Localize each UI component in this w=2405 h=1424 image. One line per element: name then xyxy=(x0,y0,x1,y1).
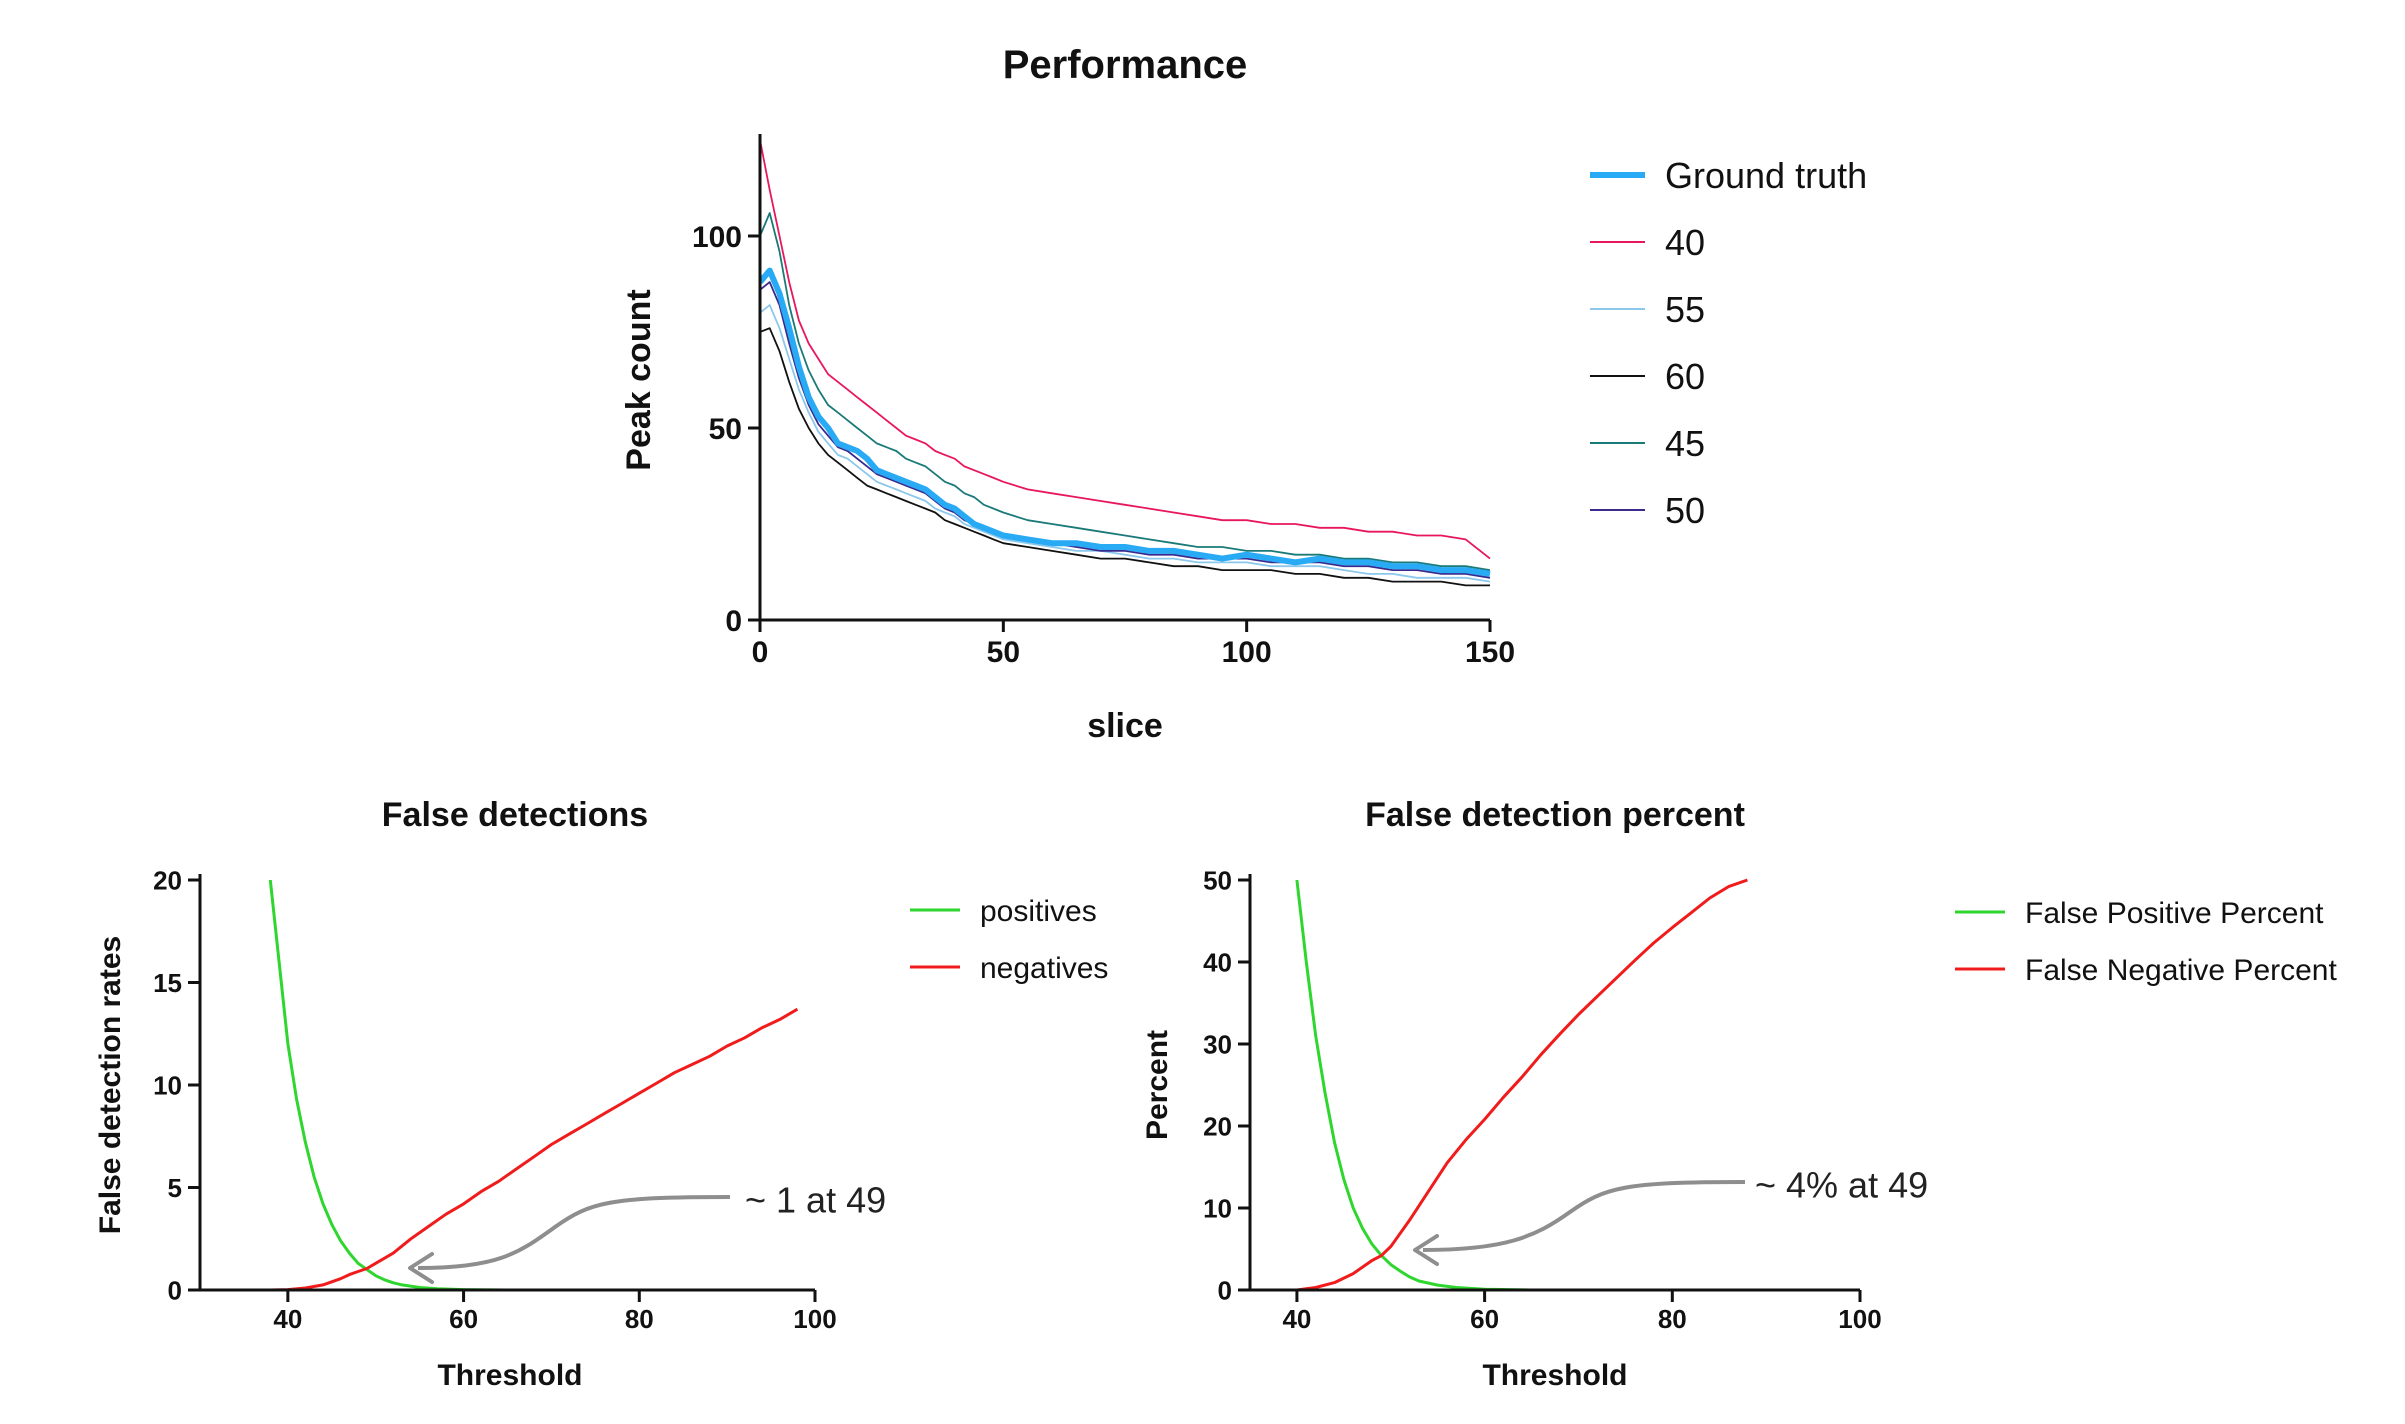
series-line-negatives xyxy=(200,1007,799,1292)
x-tick-label: 40 xyxy=(1282,1304,1311,1334)
series-group xyxy=(760,139,1491,587)
x-tick-label: 80 xyxy=(625,1304,654,1334)
x-tick-label: 60 xyxy=(1470,1304,1499,1334)
annotation-text: ~ 4% at 49 xyxy=(1755,1165,1928,1206)
chart-title: False detections xyxy=(382,796,648,834)
annotation-arrowhead xyxy=(1413,1234,1439,1266)
series-group xyxy=(200,879,799,1292)
series-line-55 xyxy=(760,304,1491,583)
legend-label: 40 xyxy=(1665,222,1705,263)
legend-label: 50 xyxy=(1665,490,1705,531)
legend-label: positives xyxy=(980,895,1097,928)
chart-title: Performance xyxy=(1003,43,1248,87)
legend: positives negatives xyxy=(910,895,1108,985)
y-tick-label: 0 xyxy=(725,605,742,638)
annotation-arrow xyxy=(417,1195,731,1270)
series-line-ground-truth xyxy=(760,267,1491,577)
performance-chart: Performance 0 50 100 150 0 50 100 slice Peak coun… xyxy=(620,43,1867,745)
x-tick-label: 40 xyxy=(273,1304,302,1334)
annotation-text: ~ 1 at 49 xyxy=(745,1180,886,1221)
chart-title: False detection percent xyxy=(1365,796,1745,834)
y-axis-label: Percent xyxy=(1141,1030,1174,1140)
x-axis-label: slice xyxy=(1087,707,1163,745)
series-line-50 xyxy=(760,281,1491,579)
false-detection-percent-chart: False detection percent 40 60 80 100 0 10 20 30 4… xyxy=(1141,796,2337,1392)
y-axis-label: Peak count xyxy=(620,289,658,470)
legend-label: negatives xyxy=(980,952,1108,985)
y-tick-label: 30 xyxy=(1203,1029,1232,1059)
series-line-false-positive-percent xyxy=(1295,879,1842,1292)
y-tick-label: 50 xyxy=(709,413,742,446)
y-tick-label: 20 xyxy=(1203,1111,1232,1141)
series-line-false-negative-percent xyxy=(1250,878,1748,1292)
series-line-60 xyxy=(760,327,1490,587)
false-detections-chart: False detections 40 60 80 100 0 5 10 15 20 Thresho… xyxy=(94,796,1108,1392)
legend-label: Ground truth xyxy=(1665,155,1867,196)
legend-label: 60 xyxy=(1665,356,1705,397)
x-tick-label: 100 xyxy=(793,1304,836,1334)
series-line-40 xyxy=(760,139,1491,560)
x-tick-label: 150 xyxy=(1465,636,1515,669)
legend-label: 45 xyxy=(1665,423,1705,464)
y-tick-label: 10 xyxy=(1203,1193,1232,1223)
x-tick-label: 0 xyxy=(752,636,769,669)
y-tick-label: 5 xyxy=(168,1173,182,1203)
annotation-arrowhead xyxy=(408,1252,434,1284)
x-axis-label: Threshold xyxy=(437,1359,582,1392)
legend: False Positive Percent False Negative Per… xyxy=(1955,897,2337,987)
legend: Ground truth 40 55 60 45 50 xyxy=(1590,155,1867,531)
y-tick-label: 15 xyxy=(153,968,182,998)
y-tick-label: 0 xyxy=(1218,1275,1232,1305)
y-tick-label: 100 xyxy=(692,221,742,254)
x-tick-label: 80 xyxy=(1658,1304,1687,1334)
series-line-45 xyxy=(760,212,1491,571)
legend-label: 55 xyxy=(1665,289,1705,330)
y-axis-label: False detection rates xyxy=(94,936,127,1234)
y-tick-label: 20 xyxy=(153,865,182,895)
annotation-arrow xyxy=(1422,1180,1746,1252)
x-tick-label: 100 xyxy=(1838,1304,1881,1334)
x-axis-label: Threshold xyxy=(1482,1359,1627,1392)
y-tick-label: 40 xyxy=(1203,947,1232,977)
y-tick-label: 0 xyxy=(168,1275,182,1305)
legend-label: False Negative Percent xyxy=(2025,954,2337,987)
x-tick-label: 50 xyxy=(987,636,1020,669)
x-tick-label: 100 xyxy=(1222,636,1272,669)
x-tick-label: 60 xyxy=(449,1304,478,1334)
legend-label: False Positive Percent xyxy=(2025,897,2324,930)
y-tick-label: 50 xyxy=(1203,865,1232,895)
series-line-positives xyxy=(268,879,798,1292)
y-tick-label: 10 xyxy=(153,1070,182,1100)
